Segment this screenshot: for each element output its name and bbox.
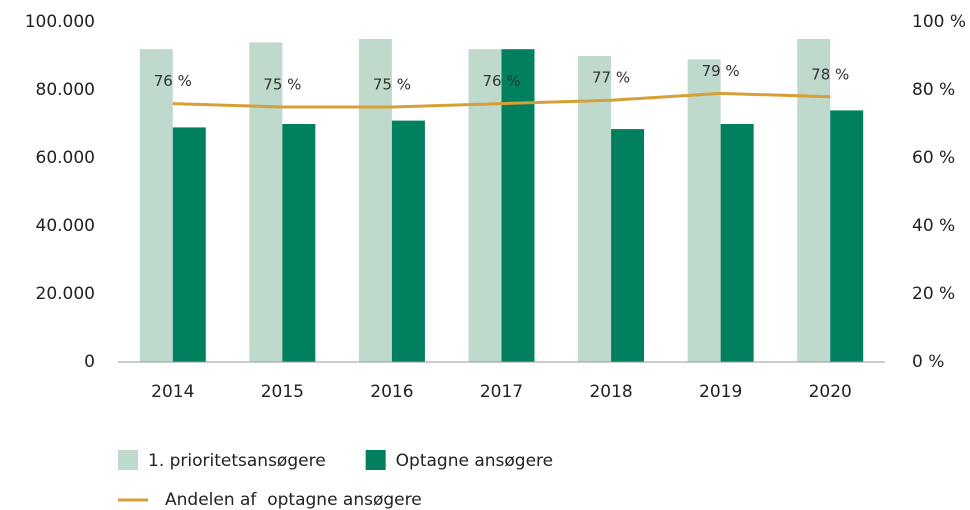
x-tick-label: 2018 [589, 382, 632, 402]
legend-swatch [118, 450, 138, 470]
bar [468, 49, 502, 362]
bar [391, 120, 425, 362]
data-label: 75 % [373, 76, 411, 94]
y-tick-label: 60.000 [36, 148, 95, 168]
y2-tick-label: 20 % [912, 284, 955, 304]
data-label: 77 % [592, 69, 630, 87]
legend-swatch [365, 450, 386, 470]
bar [282, 124, 316, 362]
x-tick-label: 2016 [370, 382, 413, 402]
line [172, 91, 831, 109]
y2-tick-label: 80 % [912, 80, 955, 100]
y-tick-label: 20.000 [36, 284, 95, 304]
y2-tick-label: 100 % [912, 12, 966, 32]
y2-tick-label: 0 % [912, 352, 944, 372]
data-label: 79 % [702, 62, 740, 80]
y2-tick-label: 60 % [912, 148, 955, 168]
bar [139, 49, 173, 362]
data-label: 75 % [263, 76, 301, 94]
x-tick-label: 2020 [809, 382, 852, 402]
bar [249, 42, 283, 363]
bar [830, 110, 864, 363]
bar [172, 127, 206, 363]
x-tick-label: 2014 [151, 382, 194, 402]
legend-label: Andelen af optagne ansøgere [165, 490, 422, 510]
x-tick-label: 2019 [699, 382, 742, 402]
bar [501, 49, 535, 362]
data-label: 78 % [811, 65, 849, 83]
y-tick-label: 0 [84, 352, 95, 372]
bar [578, 56, 612, 362]
legend-label: 1. prioritetsansøgere [148, 451, 326, 471]
bar [611, 129, 645, 362]
y-tick-label: 80.000 [36, 80, 95, 100]
y-tick-label: 40.000 [36, 216, 95, 236]
x-tick-label: 2017 [480, 382, 523, 402]
x-tick-label: 2015 [261, 382, 304, 402]
y2-tick-label: 40 % [912, 216, 955, 236]
data-label: 76 % [482, 72, 520, 90]
legend-label: Optagne ansøgere [396, 451, 553, 471]
bar [358, 39, 392, 362]
data-label: 76 % [154, 72, 192, 90]
y-tick-label: 100.000 [25, 12, 95, 32]
bar [687, 59, 721, 363]
bar [720, 124, 754, 362]
bar [797, 39, 831, 362]
